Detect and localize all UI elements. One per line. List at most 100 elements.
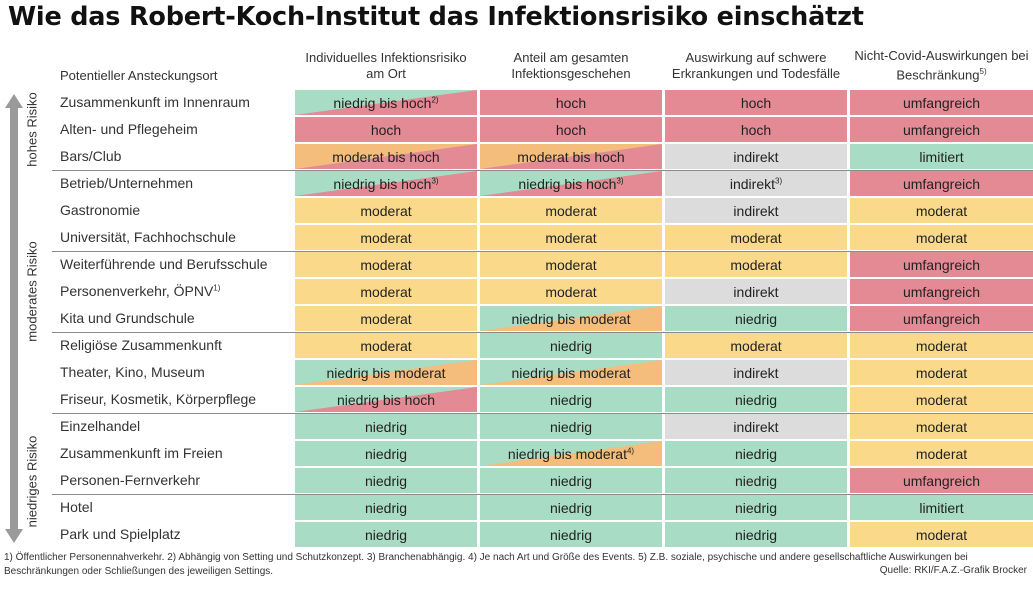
header-share-of-infections: Anteil am gesamten Infektionsgeschehen [511,50,631,81]
rating-cell: moderat [850,441,1033,466]
group-divider [52,332,1033,333]
rating-cell: moderat [295,279,477,304]
rating-cell: moderat [850,522,1033,547]
rating-cell: moderat [480,198,662,223]
rating-cell: niedrig [480,495,662,520]
rating-cell: moderat [850,225,1033,250]
place-label: Universität, Fachhochschule [60,229,236,245]
table-row: Alten- und Pflegeheim hoch hoch hoch umfangr… [52,116,1033,143]
header-non-covid-text: Nicht-Covid-Auswirkungen bei Beschränkun… [854,48,1029,83]
rating-cell: moderat [850,387,1033,412]
rating-cell: moderat [850,333,1033,358]
rating-cell: limitiert [850,144,1033,169]
rating-cell: niedrig [295,468,477,493]
rating-cell: niedrig bis moderat4) [480,441,662,466]
rating-cell: niedrig [480,468,662,493]
place-label: Hotel [60,499,93,515]
place-label: Theater, Kino, Museum [60,364,205,380]
arrow-up-icon [5,94,23,108]
place-label: Zusammenkunft im Freien [60,445,223,461]
rating-cell: niedrig [295,522,477,547]
rating-cell: umfangreich [850,306,1033,331]
rating-cell: niedrig bis hoch [295,387,477,412]
rating-cell: moderat [665,333,847,358]
place-label: Park und Spielplatz [60,526,181,542]
rating-cell: hoch [480,90,662,115]
place-label: Betrieb/Unternehmen [60,175,194,191]
table-row: Park und Spielplatz niedrig niedrig niedrig… [52,521,1033,548]
place-label: Friseur, Kosmetik, Körperpflege [60,391,257,407]
place-label: Einzelhandel [60,418,141,434]
table-row: Universität, Fachhochschule moderat modera… [52,224,1033,251]
group-divider [52,251,1033,252]
rating-cell: niedrig [665,468,847,493]
table-row: Religiöse Zusammenkunft moderat niedrig mod… [52,332,1033,359]
rating-cell: umfangreich [850,117,1033,142]
group-divider [52,170,1033,171]
group-divider [52,413,1033,414]
table-row: Personenverkehr, ÖPNV1) moderat moderat ind… [52,278,1033,305]
header-non-covid-effects: Nicht-Covid-Auswirkungen bei Beschränkun… [850,44,1033,88]
rating-cell: niedrig [480,333,662,358]
place-label: Kita und Grundschule [60,310,195,326]
arrow-down-icon [5,529,23,543]
rating-cell: niedrig [480,414,662,439]
rating-cell: indirekt [665,279,847,304]
rating-cell: niedrig bis hoch3) [480,171,662,196]
header-non-covid-sup: 5) [979,67,987,77]
table-row: Zusammenkunft im Freien niedrig niedrig bi… [52,440,1033,467]
table-row: Gastronomie moderat moderat indirekt moderat [52,197,1033,224]
rating-cell: moderat [480,225,662,250]
header-place: Potentieller Ansteckungsort [60,68,218,83]
rating-cell: indirekt3) [665,171,847,196]
rating-cell: umfangreich [850,90,1033,115]
rating-cell: moderat [295,306,477,331]
rating-cell: indirekt [665,198,847,223]
header-severe-outcomes-text: Auswirkung auf schwere Erkrankungen und … [671,50,841,81]
rating-cell: moderat [295,198,477,223]
rating-cell: niedrig [295,414,477,439]
rating-cell: niedrig [665,441,847,466]
rating-cell: moderat bis hoch [480,144,662,169]
place-label: Personenverkehr, ÖPNV1) [60,283,221,299]
table-row: Weiterführende und Berufsschule moderat mo… [52,251,1033,278]
table-row: Einzelhandel niedrig niedrig indirekt modera… [52,413,1033,440]
rating-cell: umfangreich [850,252,1033,277]
place-label: Religiöse Zusammenkunft [60,337,222,353]
rating-cell: niedrig [665,495,847,520]
table-row: Personen-Fernverkehr niedrig niedrig niedri… [52,467,1033,494]
rating-cell: indirekt [665,414,847,439]
rating-cell: niedrig [665,306,847,331]
group-label-moderate: moderates Risiko [24,241,40,342]
rating-cell: niedrig [295,441,477,466]
rating-cell: umfangreich [850,468,1033,493]
rating-cell: niedrig [480,387,662,412]
rating-cell: niedrig bis hoch2) [295,90,477,115]
table-row: Friseur, Kosmetik, Körperpflege niedrig b… [52,386,1033,413]
rating-cell: moderat [665,252,847,277]
table-row: Theater, Kino, Museum niedrig bis moderat… [52,359,1033,386]
rating-cell: umfangreich [850,171,1033,196]
rating-cell: hoch [665,90,847,115]
group-divider [52,494,1033,495]
place-label: Weiterführende und Berufsschule [60,256,268,272]
footnote: 1) Öffentlicher Personennahverkehr. 2) A… [4,552,968,577]
rating-cell: niedrig bis moderat [295,360,477,385]
table-row: Bars/Club moderat bis hoch moderat bis hoc… [52,143,1033,170]
rating-cell: hoch [665,117,847,142]
rating-cell: moderat [295,333,477,358]
header-individual-risk: Individuelles Infektionsrisiko am Ort [305,50,467,81]
place-label: Bars/Club [60,148,122,164]
risk-axis: hohes Risiko moderates Risiko niedriges … [0,88,52,549]
rating-cell: moderat [295,252,477,277]
group-label-low: niedriges Risiko [24,435,40,527]
rating-cell: moderat [480,279,662,304]
page-title: Wie das Robert-Koch-Institut das Infekti… [8,2,864,32]
rating-cell: niedrig [295,495,477,520]
table-row: Hotel niedrig niedrig niedrig limitiert [52,494,1033,521]
rating-cell: niedrig bis moderat [480,360,662,385]
table-row: Betrieb/Unternehmen niedrig bis hoch3) nie… [52,170,1033,197]
rating-cell: moderat [850,360,1033,385]
group-label-high: hohes Risiko [24,91,40,167]
rating-cell: niedrig [665,522,847,547]
